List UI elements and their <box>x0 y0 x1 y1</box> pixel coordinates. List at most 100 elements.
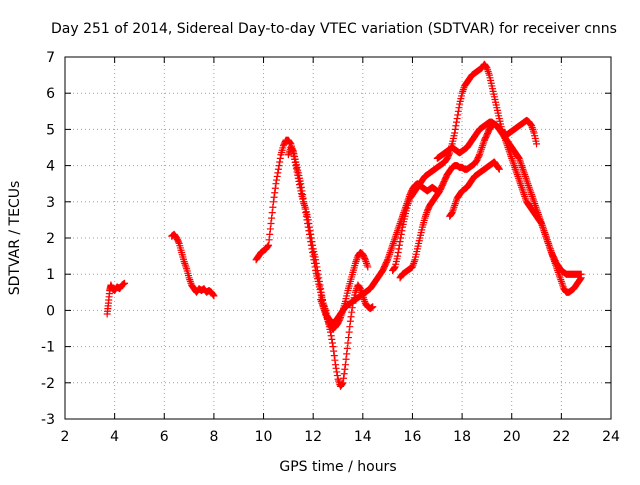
data-point <box>330 347 338 355</box>
data-point <box>266 230 274 238</box>
data-point <box>268 209 276 217</box>
x-tick-label: 12 <box>304 429 322 445</box>
data-point <box>297 183 305 191</box>
data-point <box>310 259 318 267</box>
data-point <box>329 343 337 351</box>
y-tick-label: 1 <box>46 267 55 283</box>
data-point <box>394 252 402 260</box>
data-point <box>300 201 308 209</box>
data-point <box>270 193 278 201</box>
data-point <box>311 263 319 271</box>
data-point <box>266 225 274 233</box>
data-point <box>328 335 336 343</box>
data-point <box>327 328 335 336</box>
data-point <box>121 279 129 287</box>
data-point <box>289 146 297 154</box>
y-tick-label: 0 <box>46 303 55 319</box>
y-tick-label: -1 <box>41 340 55 356</box>
x-tick-label: 18 <box>453 429 471 445</box>
data-point <box>340 370 348 378</box>
data-point <box>310 256 318 264</box>
series-track-8 <box>433 116 541 162</box>
data-point <box>309 248 317 256</box>
data-point <box>495 164 503 172</box>
series-track-2 <box>168 230 218 300</box>
data-point <box>369 303 377 311</box>
x-tick-label: 8 <box>209 429 218 445</box>
data-point <box>309 252 317 260</box>
data-point <box>341 361 349 369</box>
data-point <box>276 158 284 166</box>
data-point <box>454 111 462 119</box>
data-point <box>395 241 403 249</box>
data-point <box>268 214 276 222</box>
data-point <box>275 162 283 170</box>
y-tick-label: 3 <box>46 195 55 211</box>
data-point <box>396 238 404 246</box>
data-point <box>343 350 351 358</box>
data-point <box>533 140 541 148</box>
data-point <box>333 368 341 376</box>
data-point <box>175 238 183 246</box>
data-point <box>265 241 273 249</box>
chart-title: Day 251 of 2014, Sidereal Day-to-day VTE… <box>51 21 617 37</box>
data-point <box>273 176 281 184</box>
data-marks <box>103 60 585 390</box>
data-point <box>269 198 277 206</box>
series-track-1 <box>103 279 129 318</box>
data-point <box>302 209 310 217</box>
data-point <box>454 107 462 115</box>
data-point <box>297 180 305 188</box>
data-point <box>346 317 354 325</box>
data-point <box>451 129 459 137</box>
y-tick-label: -3 <box>41 412 55 428</box>
data-point <box>451 125 459 133</box>
data-point <box>299 191 307 199</box>
data-point <box>307 238 315 246</box>
data-point <box>274 169 282 177</box>
x-axis-label: GPS time / hours <box>279 459 396 475</box>
data-point <box>303 216 311 224</box>
data-point <box>345 328 353 336</box>
data-point <box>304 223 312 231</box>
data-point <box>307 241 315 249</box>
data-point <box>346 323 354 331</box>
data-point <box>298 187 306 195</box>
x-tick-label: 6 <box>160 429 169 445</box>
x-tick-label: 10 <box>255 429 273 445</box>
data-point <box>397 234 405 242</box>
data-point <box>331 356 339 364</box>
data-point <box>475 152 483 160</box>
data-point <box>271 189 279 197</box>
data-point <box>453 118 461 126</box>
data-point <box>340 374 348 382</box>
data-point <box>364 263 372 271</box>
y-axis-label: SDTVAR / TECUs <box>7 181 23 296</box>
x-tick-label: 24 <box>602 429 620 445</box>
series-track-7 <box>396 120 585 296</box>
x-tick-label: 20 <box>503 429 521 445</box>
data-point <box>345 334 353 342</box>
data-point <box>455 104 463 112</box>
x-tick-label: 16 <box>404 429 422 445</box>
data-point <box>453 115 461 123</box>
data-point <box>306 234 314 242</box>
data-point <box>577 274 585 282</box>
data-point <box>383 257 391 265</box>
data-point <box>344 339 352 347</box>
data-point <box>272 180 280 188</box>
data-point <box>330 352 338 360</box>
data-point <box>577 275 585 283</box>
data-point <box>327 332 335 340</box>
data-point <box>209 291 217 299</box>
data-point <box>398 227 406 235</box>
data-point <box>269 203 277 211</box>
y-tick-label: 2 <box>46 231 55 247</box>
data-point <box>305 227 313 235</box>
data-point <box>299 194 307 202</box>
data-point <box>395 245 403 253</box>
y-tick-label: -2 <box>41 376 55 392</box>
x-tick-label: 2 <box>61 429 70 445</box>
data-point <box>347 313 355 321</box>
